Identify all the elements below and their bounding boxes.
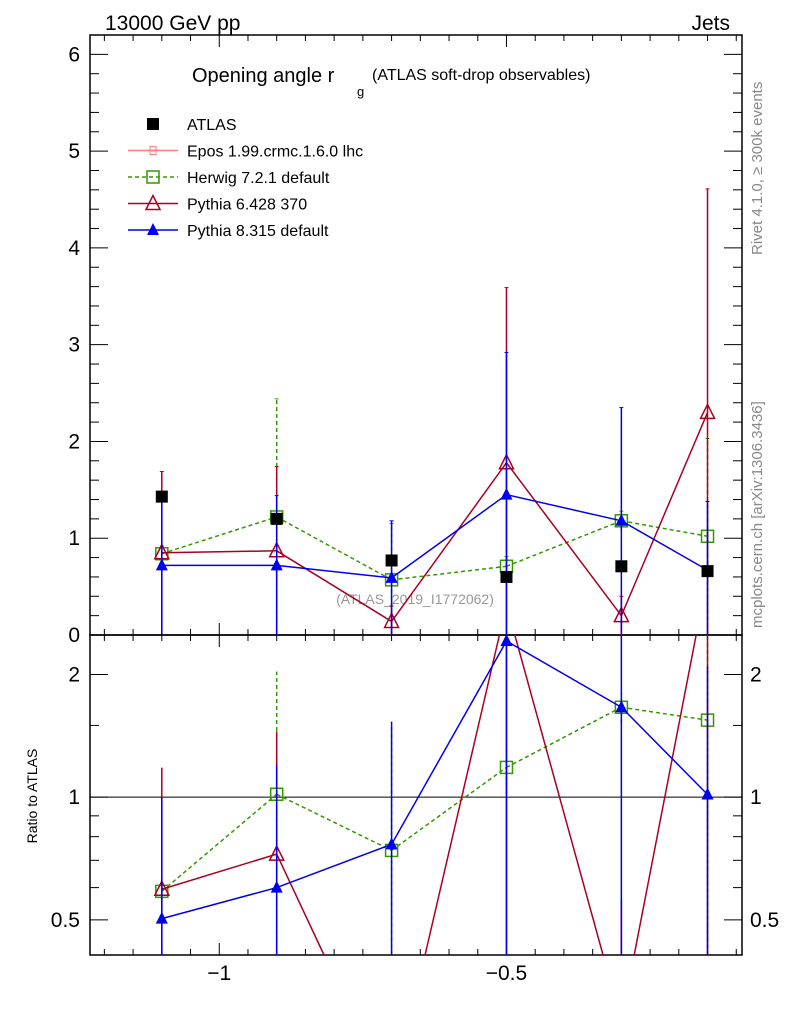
atlas-data-point: [270, 512, 283, 525]
y-tick-label: 5: [68, 140, 80, 163]
header-left: 13000 GeV pp: [105, 12, 240, 35]
atlas-data-point: [500, 570, 513, 583]
pythia-6-428-370-ratio-line: [424, 634, 501, 956]
y-tick-label: 6: [68, 43, 80, 66]
herwig-7-2-1-default-line: [506, 520, 622, 567]
chart-title-suffix: (ATLAS soft-drop observables): [372, 67, 590, 84]
analysis-label: (ATLAS_2019_I1772062): [336, 591, 494, 607]
legend: ATLAS Epos 1.99.crmc.1.6.0 lhc Herwig 7.2.…: [128, 117, 363, 240]
y-tick-label: 3: [68, 334, 80, 357]
legend-marker: [147, 223, 159, 235]
y-tick-label: 2: [68, 430, 80, 453]
ratio-series: [153, 634, 715, 956]
pythia-8-315-default-ratio-point: [155, 911, 168, 924]
herwig-7-2-1-default-ratio-line: [276, 793, 392, 852]
pythia-8-315-default-point: [270, 558, 283, 571]
pythia-8-315-default-line: [391, 494, 507, 579]
herwig-7-2-1-default-line: [276, 516, 392, 581]
pythia-8-315-default-ratio-line: [276, 843, 392, 889]
herwig-7-2-1-default-ratio-line: [161, 793, 278, 892]
pythia-8-315-default-line: [506, 493, 622, 522]
pythia-6-428-370-line: [276, 550, 392, 623]
legend-label: Epos 1.99.crmc.1.6.0 lhc: [187, 144, 363, 161]
pythia-6-428-370-line: [390, 462, 508, 622]
ratio-tick-label: 2: [750, 663, 762, 686]
pythia-8-315-default-ratio-line: [506, 640, 622, 708]
legend-label: Pythia 6.428 370: [187, 197, 307, 214]
chart-title-sub: g: [357, 84, 364, 99]
chart-title: Opening angle r: [192, 65, 335, 87]
legend-marker: [146, 170, 160, 184]
atlas-data-point: [701, 565, 714, 578]
herwig-7-2-1-default-line: [391, 565, 507, 581]
herwig-7-2-1-default-line: [621, 520, 708, 538]
atlas-data-point: [385, 554, 398, 567]
ratio-tick-label: 0.5: [51, 909, 80, 932]
legend-marker: [144, 193, 162, 211]
ratio-frame: [89, 634, 743, 956]
pythia-8-315-default-point: [500, 487, 513, 500]
pythia-6-428-370-line: [505, 462, 622, 617]
rivet-label: Rivet 4.1.0, ≥ 300k events: [749, 82, 766, 255]
legend-label: Pythia 8.315 default: [187, 223, 329, 240]
pythia-8-315-default-ratio-point: [615, 700, 628, 713]
herwig-7-2-1-default-line: [161, 516, 277, 555]
pythia-8-315-default-ratio-line: [161, 886, 277, 920]
pythia-8-315-default-ratio-point: [385, 837, 398, 850]
pythia-6-428-370-ratio-line: [161, 853, 277, 890]
pythia-6-428-370-point: [699, 402, 716, 420]
pythia-8-315-default-line: [620, 520, 708, 571]
legend-marker: [147, 118, 159, 130]
ratio-tick-label: 2: [68, 663, 80, 686]
pythia-8-315-default-ratio-point: [270, 880, 283, 893]
pythia-8-315-default-ratio-point: [701, 787, 714, 800]
header-right: Jets: [691, 12, 730, 35]
ratio-ylabel: Ratio to ATLAS: [24, 749, 40, 844]
x-tick-label: −1: [207, 962, 231, 985]
pythia-6-428-370-ratio-line: [633, 634, 697, 956]
pythia-8-315-default-ratio-line: [390, 640, 508, 845]
pythia-8-315-default-point: [155, 558, 168, 571]
y-tick-label: 0: [68, 624, 80, 647]
legend-marker: [149, 146, 157, 155]
x-tick-label: −0.5: [486, 962, 527, 985]
atlas-data-point: [615, 560, 628, 573]
herwig-7-2-1-default-ratio-line: [621, 706, 708, 721]
main-series: [153, 188, 716, 635]
pythia-8-315-default-point: [385, 570, 398, 583]
pythia-6-428-370-ratio-line: [514, 634, 604, 956]
ratio-tick-label: 0.5: [750, 909, 779, 932]
mcplots-label: mcplots.cern.ch [arXiv:1306.3436]: [749, 401, 766, 628]
pythia-8-315-default-ratio-line: [620, 706, 709, 796]
pythia-6-428-370-ratio-line: [276, 853, 325, 956]
legend-label: ATLAS: [187, 117, 237, 134]
pythia-6-428-370-line: [620, 412, 709, 616]
herwig-7-2-1-default-ratio-line: [506, 706, 622, 769]
ratio-tick-label: 1: [68, 786, 80, 809]
pythia-8-315-default-ratio-point: [500, 634, 513, 647]
atlas-data-point: [155, 490, 168, 503]
y-tick-label: 1: [68, 527, 80, 550]
pythia-6-428-370-line: [161, 550, 277, 554]
y-tick-label: 4: [68, 237, 80, 260]
pythia-8-315-default-line: [276, 564, 392, 579]
legend-label: Herwig 7.2.1 default: [187, 170, 330, 187]
herwig-7-2-1-default-ratio-line: [391, 766, 507, 852]
ratio-tick-label: 1: [750, 786, 762, 809]
pythia-8-315-default-point: [615, 513, 628, 526]
